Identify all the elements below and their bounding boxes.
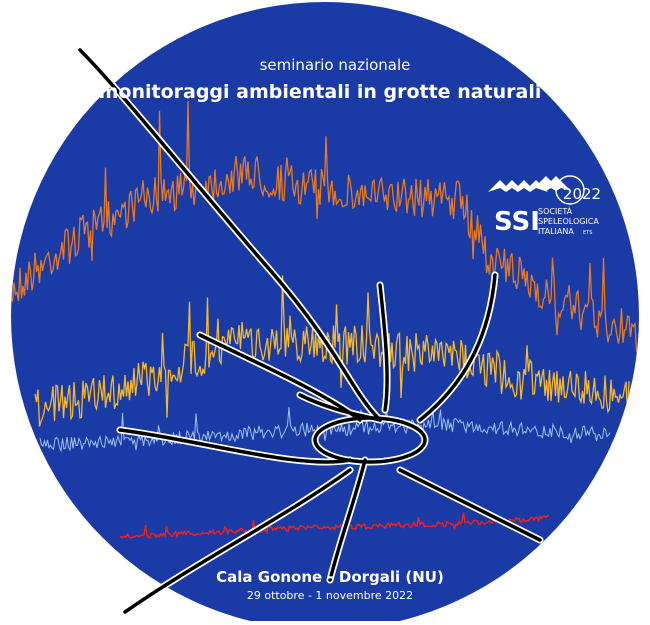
trace bbox=[119, 512, 550, 539]
footer-dates: 29 ottobre - 1 novembre 2022 bbox=[247, 589, 413, 602]
logo-bats bbox=[488, 180, 548, 192]
logo: 2022 SSI SOCIETÀ SPELEOLOGICA ITALIANA E… bbox=[488, 175, 601, 237]
background-disc bbox=[11, 2, 639, 625]
spider-drawing bbox=[76, 46, 544, 616]
trace bbox=[34, 275, 630, 427]
logo-line: ITALIANA bbox=[538, 227, 574, 236]
title: monitoraggi ambientali in grotte natural… bbox=[99, 81, 542, 103]
logo-year: 2022 bbox=[563, 185, 601, 203]
footer-place: Cala Gonone - Dorgali (NU) bbox=[216, 568, 444, 586]
trace bbox=[39, 407, 611, 453]
logo-suffix: ETS bbox=[583, 230, 592, 236]
logo-bats bbox=[536, 176, 571, 191]
logo-acronym: SSI bbox=[494, 207, 540, 237]
logo-line: SPELEOLOGICA bbox=[538, 217, 599, 226]
traces bbox=[11, 101, 639, 539]
trace bbox=[11, 101, 639, 358]
logo-line: SOCIETÀ bbox=[538, 205, 573, 216]
logo-ring bbox=[555, 175, 585, 205]
subtitle: seminario nazionale bbox=[260, 56, 411, 74]
